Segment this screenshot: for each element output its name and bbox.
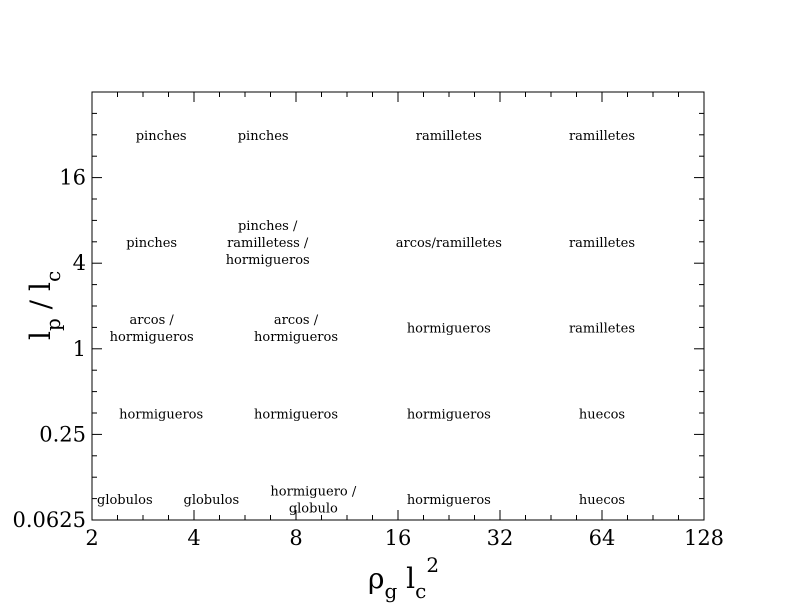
x-tick-label: 64: [589, 526, 616, 550]
y-tick-label: 0.0625: [13, 508, 86, 532]
axis-ticks: [91, 92, 705, 521]
region-label: ramilletes: [416, 129, 482, 144]
region-label: arcos/ramilletes: [396, 236, 502, 251]
tick-labels: 2 4 8 16 32 64 128 0.0625 0.25 1 4 16: [13, 166, 725, 550]
x-tick-label: 2: [85, 526, 98, 550]
y-axis-title: lp / lc: [24, 271, 65, 340]
x-tick-label: 32: [487, 526, 514, 550]
region-label: hormigueros: [407, 322, 491, 337]
x-tick-label: 8: [289, 526, 302, 550]
x-tick-label: 16: [385, 526, 412, 550]
region-label: hormigueros: [407, 408, 491, 423]
region-annotations: pinches pinches ramilletes ramilletes pinche…: [97, 129, 635, 517]
y-tick-label: 4: [73, 251, 86, 275]
region-label: ramilletes: [569, 129, 635, 144]
region-label: pinches: [136, 129, 187, 144]
region-label: pinches: [126, 236, 177, 251]
region-label: hormigueros: [254, 408, 338, 423]
region-label: pinches: [238, 129, 289, 144]
region-label: hormiguero / globulo: [270, 484, 356, 516]
x-tick-label: 4: [187, 526, 200, 550]
x-axis-title: ρg lc2: [368, 553, 439, 603]
region-label: hormigueros: [407, 493, 491, 508]
region-label: hormigueros: [119, 408, 203, 423]
region-label: globulos: [97, 493, 153, 508]
region-label: globulos: [184, 493, 240, 508]
x-tick-label: 128: [684, 526, 724, 550]
region-label: ramilletes: [569, 322, 635, 337]
region-label: huecos: [579, 408, 625, 423]
region-label: ramilletes: [569, 236, 635, 251]
region-label: pinches / ramilletess / hormigueros: [226, 219, 310, 268]
y-tick-label: 1: [73, 337, 86, 361]
plot-frame: [91, 91, 705, 521]
region-label: huecos: [579, 493, 625, 508]
region-label: arcos / hormigueros: [110, 313, 194, 345]
axis-titles: ρg lc2 lp / lc: [24, 271, 439, 603]
region-label: arcos / hormigueros: [254, 313, 338, 345]
y-tick-label: 0.25: [39, 422, 86, 446]
plot-border: [91, 91, 705, 521]
y-tick-label: 16: [59, 166, 86, 190]
